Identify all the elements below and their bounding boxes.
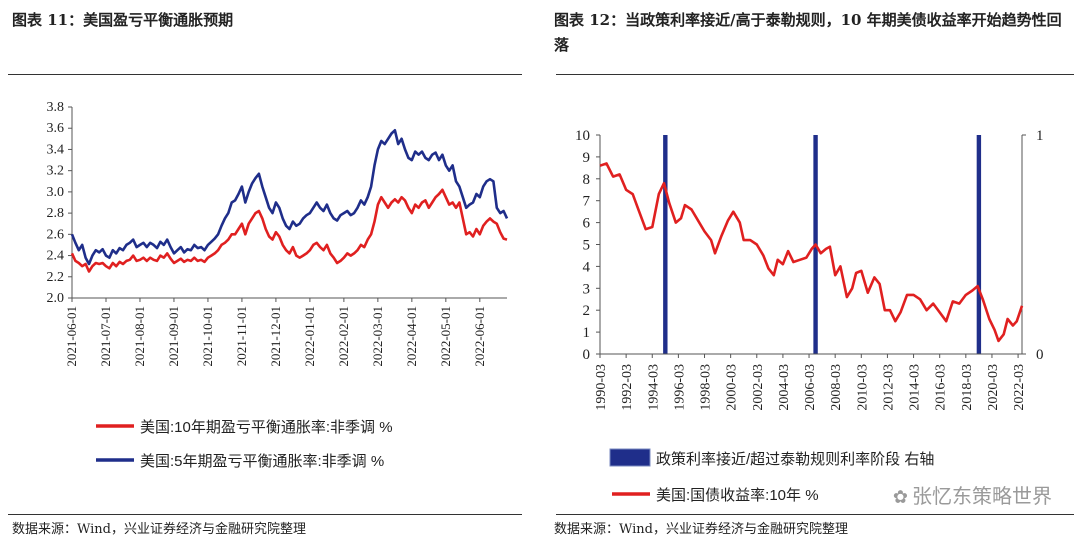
right-y-tick-label: 7	[583, 194, 591, 210]
left-panel: 图表 11：美国盈亏平衡通胀预期 2.0 2.2 2.4 2.6 2.8 3.0 3.2 3.…	[0, 0, 528, 544]
left-y-tick-label: 2.2	[47, 270, 65, 285]
policy-rate-bar	[663, 135, 668, 354]
legend-10y-label: 美国:10年期盈亏平衡通胀率:非季调 %	[140, 419, 393, 436]
left-x-tick-label: 2021-08-01	[132, 306, 147, 367]
left-x-tick-label: 2021-07-01	[98, 306, 113, 367]
right-x-tick-label: 2018-03	[960, 364, 975, 411]
right-y2-tick-label: 0	[1036, 347, 1044, 363]
left-x-tick-label: 2021-12-01	[268, 306, 283, 367]
right-x-tick-label: 2000-03	[725, 364, 740, 411]
left-source-note: 数据来源：Wind，兴业证券经济与金融研究院整理	[12, 522, 306, 537]
right-y-tick-label: 6	[583, 216, 591, 232]
watermark: ✿ 张忆东策略世界	[893, 480, 1052, 509]
right-y-tick-label: 0	[583, 347, 591, 363]
right-x-tick-label: 1994-03	[646, 364, 661, 411]
right-x-tick-label: 2004-03	[777, 364, 792, 411]
left-series-5y-line	[70, 129, 509, 266]
left-x-tick-label: 2022-04-01	[404, 306, 419, 367]
right-x-tick-label: 2002-03	[751, 364, 766, 411]
right-x-tick-label: 1990-03	[594, 364, 609, 411]
right-x-tick-label: 2022-03	[1012, 364, 1027, 411]
left-x-tick-label: 2021-06-01	[64, 306, 79, 367]
right-panel: 图表 12：当政策利率接近/高于泰勒规则，10 年期美债收益率开始趋势性回落 0…	[548, 0, 1080, 544]
left-x-tick-label: 2021-10-01	[200, 306, 215, 367]
left-chart-title: 图表 11：美国盈亏平衡通胀预期	[12, 11, 234, 29]
right-y-tick-label: 9	[583, 150, 591, 166]
legend-policy-swatch	[609, 448, 651, 467]
wechat-icon: ✿	[892, 487, 908, 508]
right-x-tick-label: 2008-03	[829, 364, 844, 411]
left-y-tick-label: 2.4	[47, 249, 65, 264]
right-x-tick-label: 1998-03	[699, 364, 714, 411]
left-series-10y-line	[70, 188, 508, 273]
right-y-tick-label: 10	[575, 128, 590, 144]
right-y-tick-label: 3	[583, 281, 591, 297]
left-y-tick-label: 3.6	[47, 121, 65, 136]
right-chart: 0 1 2 3 4 5 6 7 8 9 10 0 1 1990-03 1992-03 1994-03 1996-…	[575, 128, 1044, 504]
left-y-tick-label: 3.0	[47, 185, 65, 200]
right-x-tick-label: 2014-03	[908, 364, 923, 411]
right-x-tick-label: 1992-03	[620, 364, 635, 411]
left-x-tick-label: 2022-02-01	[336, 306, 351, 367]
right-x-tick-label: 2006-03	[803, 364, 818, 411]
legend-treasury-label: 美国:国债收益率:10年 %	[656, 487, 819, 504]
left-title-rule	[8, 74, 522, 75]
left-y-tick-label: 3.8	[47, 100, 65, 115]
right-x-tick-label: 2020-03	[986, 364, 1001, 411]
right-title-rule	[556, 74, 1074, 75]
left-x-tick-label: 2021-09-01	[166, 306, 181, 367]
left-y-tick-label: 2.8	[47, 206, 65, 221]
right-x-tick-label: 1996-03	[672, 364, 687, 411]
right-x-tick-label: 2010-03	[855, 364, 870, 411]
policy-rate-bar	[976, 135, 982, 354]
right-x-tick-label: 2012-03	[881, 364, 896, 411]
left-x-tick-label: 2022-01-01	[302, 306, 317, 367]
legend-5y-label: 美国:5年期盈亏平衡通胀率:非季调 %	[140, 453, 384, 470]
right-source-rule	[556, 514, 1074, 515]
legend-policy-label: 政策利率接近/超过泰勒规则利率阶段 右轴	[656, 451, 934, 468]
left-y-tick-label: 3.4	[47, 142, 65, 157]
right-chart-title: 图表 12：当政策利率接近/高于泰勒规则，10 年期美债收益率开始趋势性回落	[554, 11, 1062, 54]
left-source-rule	[8, 514, 522, 515]
left-chart: 2.0 2.2 2.4 2.6 2.8 3.0 3.2 3.4 3.6 3.8 2021-06-01…	[47, 100, 509, 470]
right-y-tick-label: 4	[583, 259, 591, 275]
left-x-tick-label: 2022-05-01	[438, 306, 453, 367]
right-y2-tick-label: 1	[1036, 128, 1044, 144]
treasury-10y-line	[599, 162, 1024, 343]
left-x-tick-label: 2022-06-01	[472, 306, 487, 367]
right-y-tick-label: 8	[583, 172, 591, 188]
right-y-tick-label: 5	[583, 238, 591, 254]
left-x-tick-label: 2021-11-01	[234, 306, 249, 366]
watermark-text: 张忆东策略世界	[912, 484, 1052, 508]
left-y-tick-label: 2.6	[47, 227, 65, 242]
right-y-tick-label: 2	[583, 303, 591, 319]
left-y-tick-label: 2.0	[47, 291, 65, 306]
right-y-tick-label: 1	[583, 325, 591, 341]
left-x-tick-label: 2022-03-01	[370, 306, 385, 367]
right-source-note: 数据来源：Wind，兴业证券经济与金融研究院整理	[554, 522, 848, 537]
right-x-tick-label: 2016-03	[934, 364, 949, 411]
left-y-tick-label: 3.2	[47, 164, 65, 179]
